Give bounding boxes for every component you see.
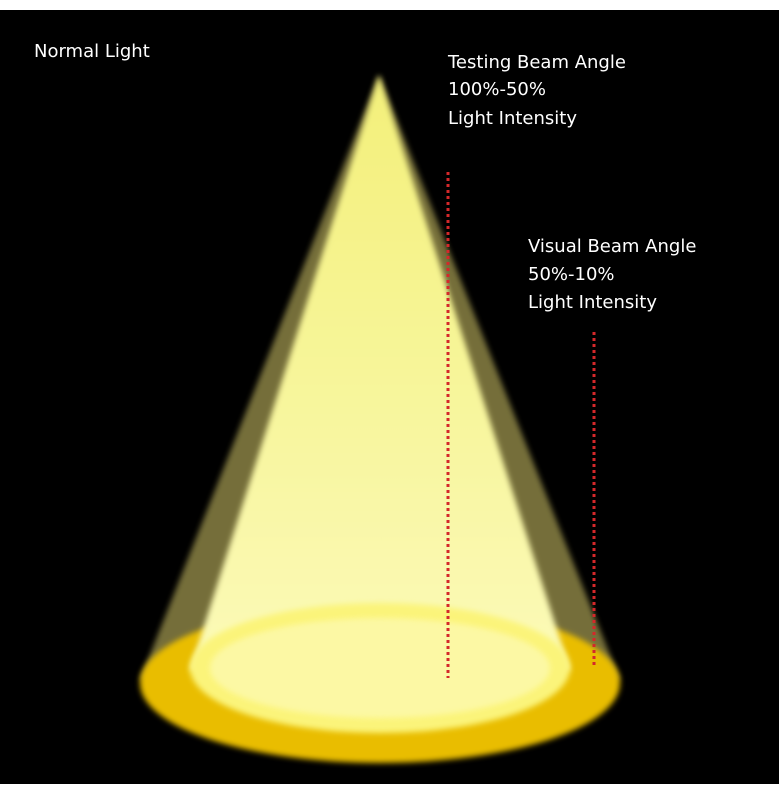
title: Normal Light xyxy=(34,41,150,62)
testing-label: 100%-50% xyxy=(448,79,546,100)
visual-label: 50%-10% xyxy=(528,264,615,285)
testing-label: Light Intensity xyxy=(448,108,577,129)
testing-label: Testing Beam Angle xyxy=(447,52,626,73)
floor-highlight xyxy=(210,618,550,718)
visual-label: Visual Beam Angle xyxy=(528,236,696,257)
testing-beam-cone xyxy=(190,75,570,670)
visual-label: Light Intensity xyxy=(528,292,657,313)
